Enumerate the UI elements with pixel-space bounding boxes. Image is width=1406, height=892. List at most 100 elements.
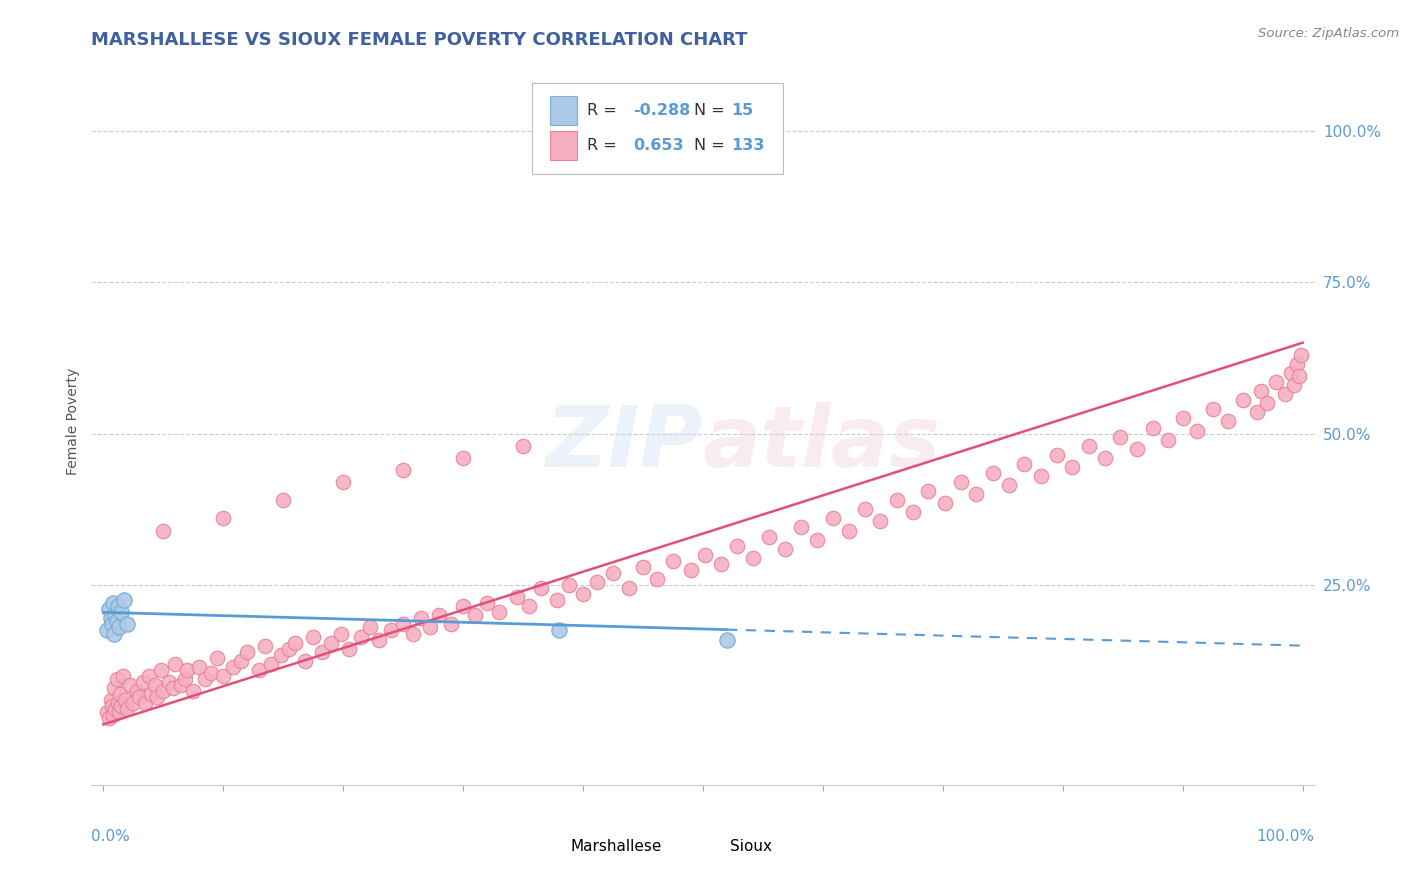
Point: [103, 626, 125, 640]
Y-axis label: Female Poverty: Female Poverty: [66, 368, 80, 475]
Point: [1109, 429, 1132, 443]
Point: [110, 605, 132, 619]
Point: [451, 450, 474, 465]
Point: [380, 624, 402, 638]
Point: [853, 502, 876, 516]
Point: [1265, 375, 1288, 389]
Point: [1014, 457, 1036, 471]
Point: [110, 699, 132, 714]
Point: [427, 608, 450, 623]
Point: [105, 672, 128, 686]
Point: [464, 608, 486, 623]
Point: [662, 554, 685, 568]
Point: [1157, 433, 1180, 447]
Point: [128, 690, 150, 705]
Point: [118, 678, 141, 692]
Point: [174, 672, 197, 686]
Point: [152, 684, 174, 698]
Point: [222, 660, 245, 674]
Point: [869, 515, 891, 529]
Point: [134, 696, 156, 710]
Point: [1062, 459, 1084, 474]
Text: atlas: atlas: [703, 401, 941, 484]
Point: [96, 705, 118, 719]
Point: [1246, 405, 1268, 419]
Point: [278, 641, 301, 656]
FancyBboxPatch shape: [538, 833, 565, 861]
Text: 100.0%: 100.0%: [1257, 829, 1315, 844]
Point: [108, 687, 131, 701]
Point: [695, 548, 717, 562]
Point: [742, 550, 765, 565]
Point: [329, 626, 352, 640]
Point: [716, 632, 738, 647]
Point: [981, 466, 1004, 480]
Point: [949, 475, 972, 489]
Point: [125, 684, 148, 698]
Point: [152, 524, 174, 538]
Point: [332, 475, 354, 489]
Point: [1282, 378, 1305, 392]
Point: [1126, 442, 1149, 456]
Point: [806, 533, 828, 547]
Point: [886, 493, 908, 508]
Point: [100, 693, 122, 707]
Point: [411, 611, 433, 625]
Point: [260, 657, 283, 671]
Point: [321, 635, 343, 649]
Point: [103, 681, 125, 695]
Point: [108, 620, 131, 634]
Point: [98, 711, 121, 725]
Point: [101, 708, 124, 723]
Point: [284, 635, 307, 649]
Point: [112, 593, 135, 607]
Point: [359, 620, 381, 634]
Point: [207, 650, 229, 665]
Point: [488, 605, 510, 619]
Point: [247, 663, 270, 677]
Point: [1142, 420, 1164, 434]
Point: [790, 520, 813, 534]
Point: [517, 599, 540, 614]
Point: [512, 439, 534, 453]
FancyBboxPatch shape: [697, 833, 724, 861]
Point: [998, 478, 1021, 492]
Point: [1250, 384, 1272, 399]
Point: [368, 632, 391, 647]
Point: [530, 581, 553, 595]
Point: [1202, 402, 1225, 417]
Point: [586, 574, 609, 589]
Point: [183, 684, 205, 698]
Text: ZIP: ZIP: [546, 401, 703, 484]
Point: [647, 572, 669, 586]
Text: R =: R =: [586, 137, 621, 153]
Point: [108, 705, 131, 719]
Point: [506, 590, 529, 604]
Text: 0.0%: 0.0%: [91, 829, 131, 844]
Text: 133: 133: [731, 137, 765, 153]
Point: [254, 639, 277, 653]
Point: [1218, 414, 1240, 428]
Point: [157, 675, 180, 690]
Point: [114, 693, 136, 707]
Point: [1171, 411, 1194, 425]
Point: [176, 663, 198, 677]
Point: [440, 617, 463, 632]
Point: [105, 615, 128, 629]
Point: [107, 696, 129, 710]
Point: [451, 599, 474, 614]
Point: [917, 484, 939, 499]
Text: R =: R =: [586, 103, 621, 118]
FancyBboxPatch shape: [550, 130, 576, 160]
Point: [617, 581, 640, 595]
Point: [111, 669, 134, 683]
Text: N =: N =: [695, 137, 730, 153]
Point: [1078, 439, 1101, 453]
Point: [337, 641, 360, 656]
Point: [294, 654, 316, 668]
Point: [170, 678, 193, 692]
Point: [1094, 450, 1116, 465]
Point: [200, 665, 222, 680]
Point: [101, 617, 124, 632]
Point: [1046, 448, 1069, 462]
